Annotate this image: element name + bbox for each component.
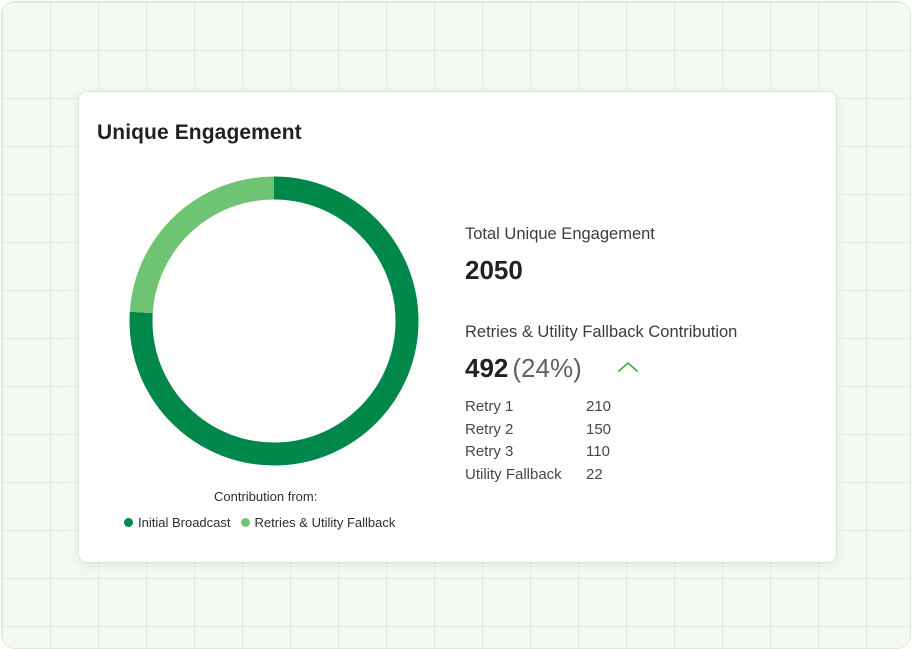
breakdown-row: Retry 1 210 [465, 398, 611, 421]
chart-legend: Initial Broadcast Retries & Utility Fall… [124, 515, 395, 530]
legend-label: Initial Broadcast [138, 515, 231, 530]
breakdown-value: 22 [586, 465, 603, 483]
contribution-value-row: 492 (24%) [465, 353, 582, 384]
legend-item-initial-broadcast: Initial Broadcast [124, 515, 231, 530]
contribution-label: Retries & Utility Fallback Contribution [465, 323, 738, 341]
legend-dot-retries-fallback [240, 518, 250, 527]
total-label: Total Unique Engagement [465, 225, 655, 243]
breakdown-row: Utility Fallback 22 [465, 466, 611, 489]
legend-item-retries-fallback: Retries & Utility Fallback [240, 515, 396, 530]
breakdown-value: 150 [586, 420, 612, 438]
donut-slice-1 [129, 176, 419, 466]
breakdown-row: Retry 2 150 [465, 421, 611, 444]
breakdown-label: Retry 1 [465, 398, 514, 415]
contribution-breakdown: Retry 1 210 Retry 2 150 Retry 3 110 Util… [465, 398, 611, 488]
breakdown-label: Utility Fallback [465, 465, 562, 483]
chevron-up-icon [618, 362, 638, 372]
total-value: 2050 [465, 255, 523, 285]
breakdown-row: Retry 3 110 [465, 443, 611, 466]
card-title: Unique Engagement [97, 121, 302, 144]
legend-caption: Contribution from: [214, 489, 318, 504]
breakdown-value: 110 [586, 443, 610, 460]
legend-label: Retries & Utility Fallback [254, 515, 396, 530]
breakdown-value: 210 [586, 398, 612, 415]
legend-dot-initial-broadcast [124, 518, 133, 527]
contribution-value: 492 [465, 353, 509, 383]
engagement-donut-chart [129, 176, 419, 466]
contribution-percent: (24%) [512, 353, 582, 383]
engagement-card: Unique Engagement Contribution from: Ini… [79, 92, 836, 562]
breakdown-label: Retry 3 [465, 443, 514, 460]
breakdown-label: Retry 2 [465, 420, 514, 438]
